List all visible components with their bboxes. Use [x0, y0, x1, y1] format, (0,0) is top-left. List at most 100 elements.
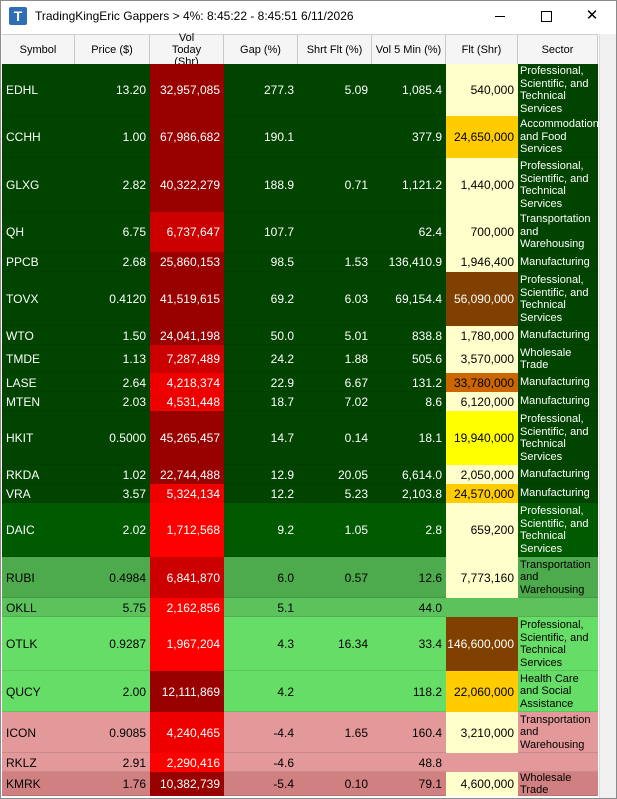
- table-row[interactable]: KMRK 1.76 10,382,739 -5.4 0.10 79.1 4,600,000 W…: [2, 772, 598, 796]
- vol-today-cell: 41,519,615: [150, 272, 224, 326]
- table-row[interactable]: HKIT 0.5000 45,265,457 14.7 0.14 18.1 19,940,0…: [2, 411, 598, 465]
- float-cell: 24,650,000: [446, 116, 518, 158]
- vol-today-cell: 10,382,739: [150, 772, 224, 796]
- column-header-symbol[interactable]: Symbol: [2, 35, 75, 65]
- vol-today-cell: 4,218,374: [150, 373, 224, 392]
- symbol-cell: TOVX: [6, 292, 39, 306]
- title-bar[interactable]: T TradingKingEric Gappers > 4%: 8:45:22 …: [1, 1, 616, 31]
- gap-cell: 190.1: [263, 130, 294, 144]
- table-row[interactable]: WTO 1.50 24,041,198 50.0 5.01 838.8 1,780,000 M…: [2, 326, 598, 345]
- sector-cell: Wholesale Trade: [520, 772, 572, 796]
- price-cell: 2.82: [122, 178, 146, 192]
- table-row[interactable]: TOVX 0.4120 41,519,615 69.2 6.03 69,154.4 56,0…: [2, 272, 598, 326]
- column-header-float[interactable]: Flt (Shr): [446, 35, 518, 65]
- vol-today-cell: 2,162,856: [150, 598, 224, 617]
- minimize-button[interactable]: [477, 1, 523, 31]
- float-cell: [446, 753, 518, 772]
- float-cell: 6,120,000: [446, 392, 518, 411]
- float-cell: 24,570,000: [446, 484, 518, 503]
- float-cell: 146,600,000: [446, 617, 518, 671]
- short-float-cell: 1.53: [344, 255, 368, 269]
- table-row[interactable]: RKLZ 2.91 2,290,416 -4.6 48.8: [2, 753, 598, 772]
- table-row[interactable]: OTLK 0.9287 1,967,204 4.3 16.34 33.4 146,600,0…: [2, 617, 598, 671]
- vol-today-cell: 22,744,488: [150, 465, 224, 484]
- maximize-icon: [540, 11, 552, 23]
- vol-5-min-cell: 18.1: [418, 431, 442, 445]
- table-row[interactable]: TMDE 1.13 7,287,489 24.2 1.88 505.6 3,570,000 W…: [2, 345, 598, 373]
- short-float-cell: 0.57: [344, 570, 368, 585]
- price-cell: 3.57: [122, 486, 146, 501]
- vol-today-cell: 1,712,568: [150, 503, 224, 557]
- table-row[interactable]: RUBI 0.4984 6,841,870 6.0 0.57 12.6 7,773,160 T…: [2, 557, 598, 598]
- table-row[interactable]: LASE 2.64 4,218,374 22.9 6.67 131.2 33,780,000…: [2, 373, 598, 392]
- column-header-short-float[interactable]: Shrt Flt (%): [298, 35, 372, 65]
- column-header-sector[interactable]: Sector: [518, 35, 598, 65]
- float-cell: 22,060,000: [446, 671, 518, 712]
- float-cell: 1,946,400: [446, 252, 518, 272]
- gap-cell: 69.2: [270, 292, 294, 306]
- table-row[interactable]: GLXG 2.82 40,322,279 188.9 0.71 1,121.2 1,440,…: [2, 158, 598, 212]
- table-row[interactable]: MTEN 2.03 4,531,448 18.7 7.02 8.6 6,120,000 Man…: [2, 392, 598, 411]
- table-row[interactable]: QUCY 2.00 12,111,869 4.2 118.2 22,060,000 Heal…: [2, 671, 598, 712]
- gap-cell: 24.2: [270, 352, 294, 366]
- float-cell: [446, 598, 518, 617]
- table-row[interactable]: EDHL 13.20 32,957,085 277.3 5.09 1,085.4 540,0…: [2, 64, 598, 116]
- short-float-cell: 5.01: [344, 328, 368, 343]
- vol-today-cell: 12,111,869: [150, 671, 224, 712]
- price-cell: 1.13: [122, 352, 146, 366]
- column-header-gap[interactable]: Gap (%): [224, 35, 298, 65]
- vol-5-min-cell: 62.4: [418, 225, 442, 239]
- vol-5-min-cell: 48.8: [418, 755, 442, 770]
- maximize-button[interactable]: [523, 1, 569, 31]
- symbol-cell: CCHH: [6, 130, 41, 144]
- price-cell: 2.91: [122, 755, 146, 770]
- short-float-cell: [298, 212, 372, 252]
- vol-5-min-cell: 6,614.0: [401, 467, 442, 482]
- symbol-cell: TMDE: [6, 352, 40, 366]
- table-row[interactable]: VRA 3.57 5,324,134 12.2 5.23 2,103.8 24,570,00…: [2, 484, 598, 503]
- float-cell: 1,780,000: [446, 326, 518, 345]
- table-row[interactable]: PPCB 2.68 25,860,153 98.5 1.53 136,410.9 1,946…: [2, 252, 598, 272]
- column-header-vol-today[interactable]: Vol Today (Shr): [150, 32, 224, 68]
- short-float-cell: 6.67: [344, 375, 368, 390]
- short-float-cell: 7.02: [344, 394, 368, 409]
- gap-cell: 12.2: [270, 486, 294, 501]
- gap-cell: 6.0: [277, 570, 294, 585]
- float-cell: 7,773,160: [446, 557, 518, 598]
- close-button[interactable]: ✕: [569, 1, 615, 31]
- gap-cell: 50.0: [270, 328, 294, 343]
- window-title: TradingKingEric Gappers > 4%: 8:45:22 - …: [35, 9, 354, 23]
- float-cell: 33,780,000: [446, 373, 518, 392]
- gap-cell: 18.7: [270, 394, 294, 409]
- symbol-cell: KMRK: [6, 777, 41, 791]
- column-header-vol-5-min[interactable]: Vol 5 Min (%): [372, 35, 446, 65]
- gap-cell: 22.9: [270, 375, 294, 390]
- symbol-cell: GLXG: [6, 178, 40, 192]
- sector-cell: Manufacturing: [520, 468, 590, 481]
- vol-today-cell: 6,737,647: [150, 212, 224, 252]
- vol-5-min-cell: 377.9: [411, 130, 442, 144]
- table-row[interactable]: OKLL 5.75 2,162,856 5.1 44.0: [2, 598, 598, 617]
- vol-5-min-cell: 118.2: [412, 684, 442, 699]
- vol-5-min-cell: 160.4: [411, 725, 442, 740]
- sector-cell: Professional, Scientific, and Technical …: [520, 160, 589, 210]
- gap-cell: 5.1: [277, 600, 294, 615]
- table-row[interactable]: ICON 0.9085 4,240,465 -4.4 1.65 160.4 3,210,00…: [2, 712, 598, 753]
- table-row[interactable]: CCHH 1.00 67,986,682 190.1 377.9 24,650,000 Ac…: [2, 116, 598, 158]
- vol-5-min-cell: 2,103.8: [401, 486, 442, 501]
- table-row[interactable]: QH 6.75 6,737,647 107.7 62.4 700,000 Transport…: [2, 212, 598, 252]
- vertical-scrollbar[interactable]: [599, 34, 616, 798]
- gap-cell: -4.4: [273, 725, 294, 740]
- vol-today-cell: 40,322,279: [150, 158, 224, 212]
- column-header-price[interactable]: Price ($): [75, 35, 150, 65]
- short-float-cell: [298, 671, 372, 712]
- short-float-cell: 6.03: [344, 292, 368, 306]
- vol-5-min-cell: 79.1: [418, 777, 442, 791]
- symbol-cell: RKLZ: [6, 755, 37, 770]
- gap-cell: 4.3: [277, 637, 294, 651]
- price-cell: 0.4984: [109, 570, 146, 585]
- table-row[interactable]: RKDA 1.02 22,744,488 12.9 20.05 6,614.0 2,050,…: [2, 465, 598, 484]
- vol-5-min-cell: 136,410.9: [388, 255, 442, 269]
- table-row[interactable]: DAIC 2.02 1,712,568 9.2 1.05 2.8 659,200 Profes…: [2, 503, 598, 557]
- sector-cell: Professional, Scientific, and Technical …: [520, 505, 589, 555]
